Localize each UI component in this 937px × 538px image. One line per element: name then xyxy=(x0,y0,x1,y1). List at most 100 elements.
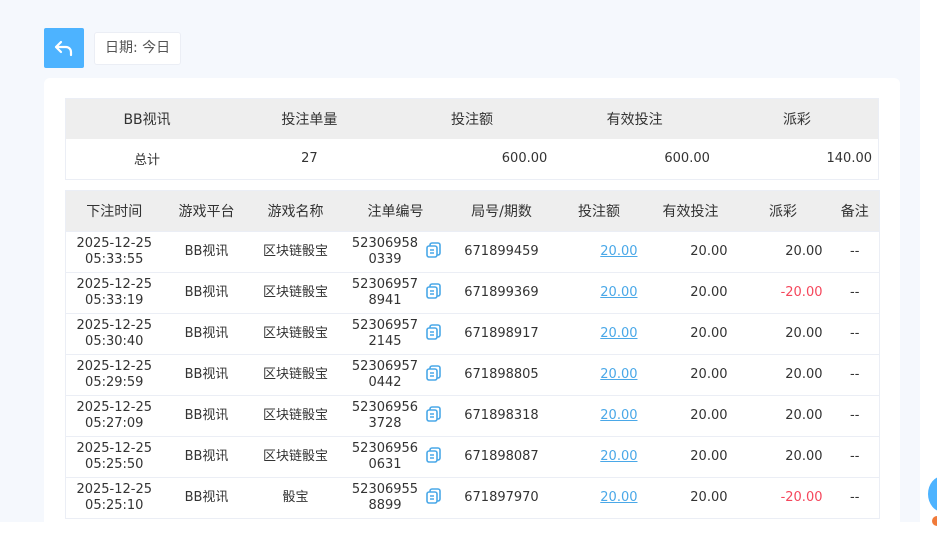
bet-cell: 20.00 xyxy=(552,477,646,519)
order-wrap: 523069572145 xyxy=(350,318,441,350)
summary-cell: 27 xyxy=(301,151,318,167)
back-button[interactable] xyxy=(44,28,84,68)
platform: BB视讯 xyxy=(184,367,229,382)
note-cell: -- xyxy=(830,395,880,437)
note-cell: -- xyxy=(830,272,880,314)
platform: BB视讯 xyxy=(184,326,229,341)
bet-amount-link[interactable]: 20.00 xyxy=(600,490,638,505)
summary-cell: 600.00 xyxy=(501,151,548,167)
bet-time-cell: 2025-12-25 05:30:40 xyxy=(65,313,163,355)
game-cell: 区块链骰宝 xyxy=(250,395,341,437)
order-number: 523069572145 xyxy=(351,318,419,349)
table-row: 2025-12-25 05:25:10 BB视讯 骰宝 523069558899 6718… xyxy=(65,477,880,519)
summary-table: BB视讯 投注单量 投注额 有效投注 派彩 总计 27 600.00 600.00 140.00 xyxy=(65,98,879,180)
order-wrap: 523069558899 xyxy=(350,482,441,514)
valid-bet-cell: 20.00 xyxy=(645,272,736,314)
summary-cell: 总计 xyxy=(134,153,161,169)
column-header: 游戏名称 xyxy=(250,190,341,232)
copy-icon[interactable] xyxy=(426,364,441,386)
round-number: 671898087 xyxy=(464,449,539,464)
game-cell: 区块链骰宝 xyxy=(250,231,341,273)
summary-cell: 140.00 xyxy=(826,151,873,167)
order-cell: 523069580339 xyxy=(340,231,451,273)
order-wrap: 523069578941 xyxy=(350,277,441,309)
floating-action-button[interactable] xyxy=(928,476,937,512)
summary-header: 有效投注 xyxy=(553,98,716,139)
round-cell: 671899459 xyxy=(450,231,553,273)
column-header: 局号/期数 xyxy=(450,190,553,232)
bet-amount-link[interactable]: 20.00 xyxy=(600,367,638,382)
round-cell: 671898318 xyxy=(450,395,553,437)
bet-cell: 20.00 xyxy=(552,436,646,478)
bet-time: 05:30:40 xyxy=(85,334,144,349)
valid-bet-cell: 20.00 xyxy=(645,354,736,396)
bet-date: 2025-12-25 xyxy=(76,359,153,374)
order-cell: 523069563728 xyxy=(340,395,451,437)
platform-cell: BB视讯 xyxy=(162,395,251,437)
order-cell: 523069572145 xyxy=(340,313,451,355)
game-name: 区块链骰宝 xyxy=(262,367,328,382)
bet-time: 05:29:59 xyxy=(85,375,144,390)
payout-cell: 20.00 xyxy=(735,231,831,273)
bet-amount-link[interactable]: 20.00 xyxy=(600,326,638,341)
bet-time: 05:33:55 xyxy=(85,252,144,267)
bet-cell: 20.00 xyxy=(552,313,646,355)
platform-cell: BB视讯 xyxy=(162,313,251,355)
copy-icon[interactable] xyxy=(426,241,441,263)
copy-icon[interactable] xyxy=(426,405,441,427)
payout-cell: 20.00 xyxy=(735,436,831,478)
game-cell: 区块链骰宝 xyxy=(250,272,341,314)
platform-cell: BB视讯 xyxy=(162,477,251,519)
game-name: 区块链骰宝 xyxy=(262,244,328,259)
order-number: 523069563728 xyxy=(351,400,419,431)
bet-time-cell: 2025-12-25 05:25:10 xyxy=(65,477,163,519)
bet-time: 05:27:09 xyxy=(85,416,144,431)
copy-icon[interactable] xyxy=(426,282,441,304)
platform: BB视讯 xyxy=(184,408,229,423)
table-row: 2025-12-25 05:30:40 BB视讯 区块链骰宝 523069572145 6… xyxy=(65,313,880,355)
summary-header: BB视讯 xyxy=(65,98,229,139)
floating-badge xyxy=(932,516,937,526)
column-header: 游戏平台 xyxy=(162,190,251,232)
bet-amount-link[interactable]: 20.00 xyxy=(600,244,638,259)
bet-time: 05:25:10 xyxy=(85,498,144,513)
summary-row: 总计 27 600.00 600.00 140.00 xyxy=(66,139,879,180)
bet-date: 2025-12-25 xyxy=(76,482,153,497)
copy-icon[interactable] xyxy=(426,487,441,509)
platform-cell: BB视讯 xyxy=(162,272,251,314)
round-number: 671899459 xyxy=(464,244,539,259)
order-number: 523069570442 xyxy=(351,359,419,390)
table-row: 2025-12-25 05:25:50 BB视讯 区块链骰宝 523069560631 6… xyxy=(65,436,880,478)
date-filter[interactable]: 日期: 今日 xyxy=(94,32,182,65)
report-card: BB视讯 投注单量 投注额 有效投注 派彩 总计 27 600.00 600.00 140.00… xyxy=(44,78,900,538)
bet-time-cell: 2025-12-25 05:27:09 xyxy=(65,395,163,437)
game-cell: 骰宝 xyxy=(250,477,341,519)
game-name: 区块链骰宝 xyxy=(262,326,328,341)
game-name: 区块链骰宝 xyxy=(262,408,328,423)
bet-amount-link[interactable]: 20.00 xyxy=(600,449,638,464)
platform: BB视讯 xyxy=(184,244,229,259)
order-cell: 523069578941 xyxy=(340,272,451,314)
table-row: 2025-12-25 05:27:09 BB视讯 区块链骰宝 523069563728 6… xyxy=(65,395,880,437)
bet-amount-link[interactable]: 20.00 xyxy=(600,285,638,300)
copy-icon[interactable] xyxy=(426,323,441,345)
bet-time-cell: 2025-12-25 05:33:19 xyxy=(65,272,163,314)
note-cell: -- xyxy=(830,231,880,273)
round-number: 671898805 xyxy=(464,367,539,382)
table-row: 2025-12-25 05:33:55 BB视讯 区块链骰宝 523069580339 6… xyxy=(65,231,880,273)
column-header: 注单编号 xyxy=(340,190,451,232)
game-name: 区块链骰宝 xyxy=(262,285,328,300)
note-cell: -- xyxy=(830,436,880,478)
bet-date: 2025-12-25 xyxy=(76,318,153,333)
valid-bet-cell: 20.00 xyxy=(645,477,736,519)
order-wrap: 523069560631 xyxy=(350,441,441,473)
round-cell: 671898805 xyxy=(450,354,553,396)
valid-bet-cell: 20.00 xyxy=(645,313,736,355)
copy-icon[interactable] xyxy=(426,446,441,468)
order-wrap: 523069580339 xyxy=(350,236,441,268)
order-number: 523069560631 xyxy=(351,441,419,472)
bet-amount-link[interactable]: 20.00 xyxy=(600,408,638,423)
round-number: 671898917 xyxy=(464,326,539,341)
game-cell: 区块链骰宝 xyxy=(250,313,341,355)
round-cell: 671897970 xyxy=(450,477,553,519)
